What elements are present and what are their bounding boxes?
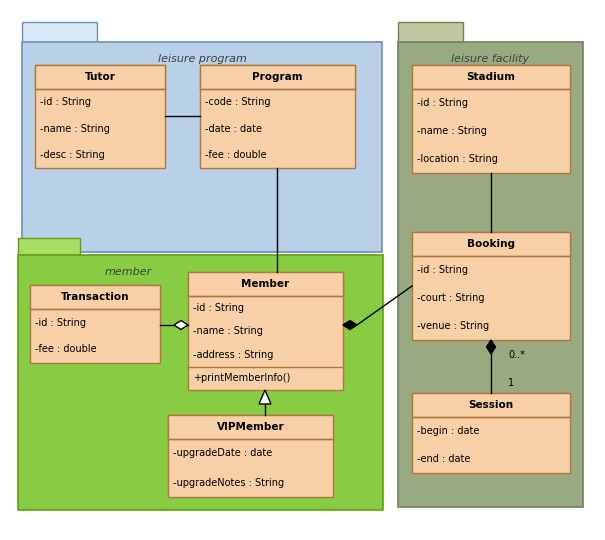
Bar bbox=[412, 65, 570, 173]
Text: -upgradeDate : date: -upgradeDate : date bbox=[173, 449, 272, 458]
Text: -id : String: -id : String bbox=[40, 97, 91, 107]
Text: -id : String: -id : String bbox=[193, 303, 244, 313]
Text: VIPMember: VIPMember bbox=[217, 422, 284, 432]
Bar bbox=[18, 255, 383, 510]
Polygon shape bbox=[174, 321, 188, 329]
Text: -begin : date: -begin : date bbox=[417, 426, 479, 436]
Bar bbox=[412, 393, 570, 417]
Bar bbox=[30, 285, 160, 363]
Text: -court : String: -court : String bbox=[417, 293, 485, 303]
Text: -end : date: -end : date bbox=[417, 454, 470, 464]
Bar bbox=[200, 65, 355, 89]
Text: -fee : double: -fee : double bbox=[205, 150, 267, 160]
Bar bbox=[412, 232, 570, 340]
Text: -date : date: -date : date bbox=[205, 124, 262, 133]
Text: -id : String: -id : String bbox=[417, 265, 468, 275]
Text: -desc : String: -desc : String bbox=[40, 150, 105, 160]
Text: +printMemberInfo(): +printMemberInfo() bbox=[193, 373, 290, 383]
Text: leisure facility: leisure facility bbox=[451, 54, 529, 64]
Bar bbox=[35, 65, 165, 168]
Text: Transaction: Transaction bbox=[60, 292, 129, 302]
Text: Member: Member bbox=[241, 279, 290, 289]
Text: Program: Program bbox=[252, 72, 303, 82]
Bar bbox=[188, 272, 343, 296]
Text: leisure program: leisure program bbox=[157, 54, 246, 64]
Bar bbox=[22, 22, 97, 42]
Text: -venue : String: -venue : String bbox=[417, 321, 489, 331]
Text: -name : String: -name : String bbox=[193, 326, 263, 336]
Text: Session: Session bbox=[468, 400, 514, 410]
Bar bbox=[168, 415, 333, 439]
Bar bbox=[200, 65, 355, 168]
Text: 1: 1 bbox=[508, 378, 514, 388]
Polygon shape bbox=[486, 340, 495, 354]
Bar bbox=[168, 415, 333, 497]
Text: -fee : double: -fee : double bbox=[35, 345, 97, 354]
Bar bbox=[398, 22, 463, 42]
Text: Tutor: Tutor bbox=[85, 72, 116, 82]
Bar bbox=[188, 272, 343, 390]
Text: 0..*: 0..* bbox=[508, 350, 525, 360]
Text: -location : String: -location : String bbox=[417, 154, 498, 164]
Text: -code : String: -code : String bbox=[205, 97, 270, 107]
Text: -address : String: -address : String bbox=[193, 350, 273, 360]
Bar bbox=[30, 285, 160, 309]
Bar bbox=[35, 65, 165, 89]
Text: -name : String: -name : String bbox=[40, 124, 110, 133]
Text: -upgradeNotes : String: -upgradeNotes : String bbox=[173, 477, 284, 488]
Bar bbox=[398, 42, 583, 507]
Bar bbox=[412, 393, 570, 473]
Text: Stadium: Stadium bbox=[466, 72, 515, 82]
Text: -name : String: -name : String bbox=[417, 126, 487, 136]
Bar bbox=[22, 42, 382, 252]
Text: -id : String: -id : String bbox=[417, 98, 468, 108]
Polygon shape bbox=[259, 390, 271, 404]
Text: member: member bbox=[105, 267, 152, 277]
Polygon shape bbox=[343, 321, 357, 329]
Text: Booking: Booking bbox=[467, 239, 515, 249]
Bar bbox=[18, 238, 80, 255]
Bar bbox=[412, 232, 570, 256]
Text: -id : String: -id : String bbox=[35, 318, 86, 327]
Bar bbox=[412, 65, 570, 89]
